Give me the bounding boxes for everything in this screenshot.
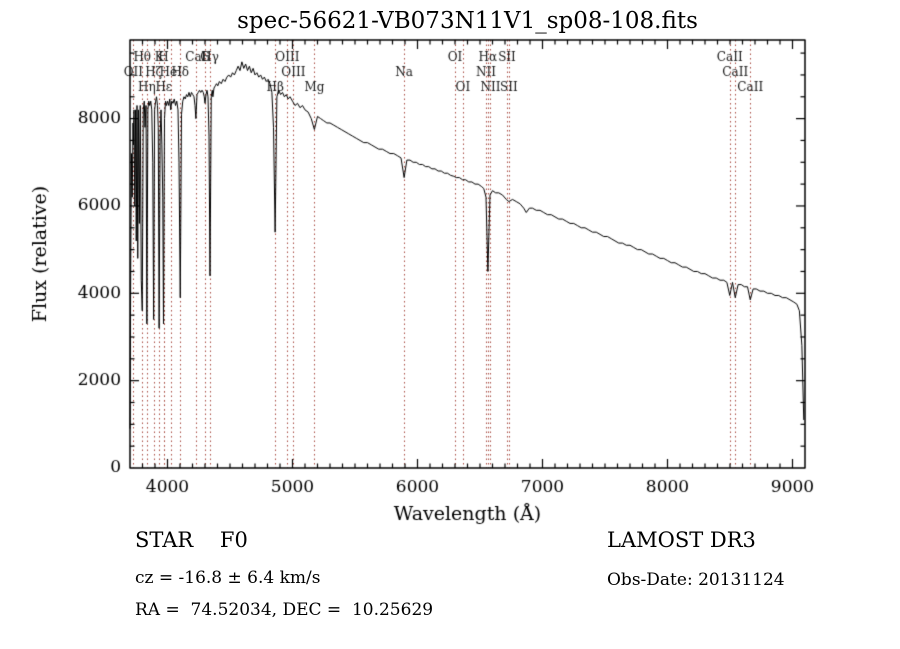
plot-title: spec-56621-VB073N11V1_sp08-108.fits [237,8,698,34]
survey-release-label: LAMOST DR3 [607,528,756,552]
ra-dec-label: RA = 74.52034, DEC = 10.25629 [135,600,434,620]
star-classification-label: STAR F0 [135,528,248,552]
obs-date-label: Obs-Date: 20131124 [607,570,785,590]
radial-velocity-label: cz = -16.8 ± 6.4 km/s [135,568,321,588]
